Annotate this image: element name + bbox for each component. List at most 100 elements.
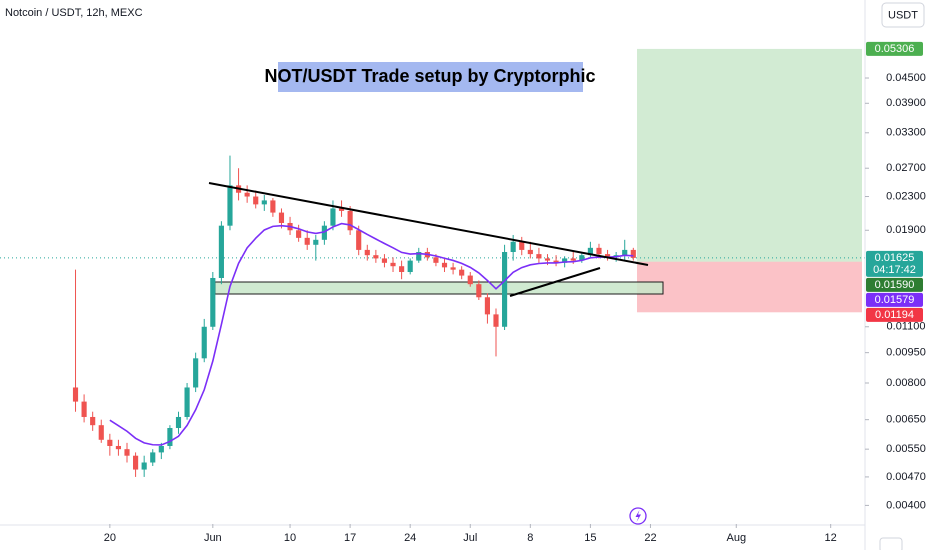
y-tick-label: 0.01900 xyxy=(886,224,926,236)
chart-title: NOT/USDT Trade setup by Cryptorphic xyxy=(264,66,595,86)
x-tick-label: 24 xyxy=(404,532,416,544)
candle-body xyxy=(150,452,156,463)
candle xyxy=(124,442,130,463)
candle-body xyxy=(253,196,259,205)
candle-body xyxy=(416,251,422,261)
candle-body xyxy=(544,258,551,261)
candle-body xyxy=(527,249,533,255)
candle xyxy=(321,221,327,245)
candle-body xyxy=(570,258,576,261)
candle-body xyxy=(81,401,87,417)
price-badge xyxy=(866,41,923,56)
stop-zone xyxy=(637,261,862,313)
candle-body xyxy=(356,230,362,250)
candle xyxy=(218,221,224,285)
candle-body xyxy=(304,237,310,245)
candle-body xyxy=(493,314,499,327)
candle xyxy=(184,383,190,420)
candle xyxy=(201,318,207,363)
candle-body xyxy=(175,416,182,429)
moving-average xyxy=(109,222,634,446)
candle-body xyxy=(115,445,121,450)
candle xyxy=(630,247,636,261)
candle xyxy=(622,239,628,261)
candle xyxy=(373,249,379,263)
y-tick-label: 0.03900 xyxy=(886,97,926,109)
candle-body xyxy=(579,255,585,261)
candle xyxy=(416,247,422,263)
countdown: 04:17:42 xyxy=(873,264,916,276)
y-tick-label: 0.00400 xyxy=(886,499,926,511)
candle xyxy=(227,155,233,231)
candle xyxy=(296,224,302,242)
price-badge-label: 0.01194 xyxy=(875,309,914,321)
candle xyxy=(390,257,396,273)
candle-body xyxy=(373,255,379,259)
candle xyxy=(141,455,147,477)
candle xyxy=(441,258,448,273)
candle xyxy=(107,433,113,456)
target-zone xyxy=(637,48,862,262)
candle-body xyxy=(210,277,216,327)
candle xyxy=(167,425,173,450)
candle xyxy=(81,394,87,423)
x-tick-label: 10 xyxy=(284,532,296,544)
candle xyxy=(261,195,267,211)
candle-body xyxy=(184,387,190,417)
y-tick-label: 0.02700 xyxy=(886,162,926,174)
price-badge xyxy=(866,277,923,292)
x-tick-label: 20 xyxy=(104,532,116,544)
candle-body xyxy=(296,230,302,238)
candle xyxy=(459,266,465,280)
x-tick-label: 17 xyxy=(344,532,356,544)
candle xyxy=(270,198,276,217)
candle-body xyxy=(604,254,611,258)
candle xyxy=(72,269,79,412)
x-tick-label: 8 xyxy=(527,532,533,544)
candle-body xyxy=(622,249,628,256)
candle-body xyxy=(321,225,327,240)
candle-body xyxy=(587,247,593,256)
x-tick-label: 12 xyxy=(825,532,837,544)
candle xyxy=(115,439,121,456)
candle xyxy=(527,241,533,259)
y-tick-label: 0.00650 xyxy=(886,414,926,426)
price-badge xyxy=(866,250,923,277)
candle-body xyxy=(107,439,113,446)
currency-button[interactable] xyxy=(881,2,925,28)
price-badge xyxy=(866,307,923,322)
candle-body xyxy=(381,258,388,263)
symbol-info: Notcoin / USDT, 12h, MEXC xyxy=(5,7,143,19)
candle-body xyxy=(441,262,448,268)
candle xyxy=(304,230,310,250)
candle-body xyxy=(193,358,199,388)
candle-body xyxy=(433,257,439,263)
candle-body xyxy=(141,462,147,470)
price-badge-label: 0.05306 xyxy=(875,43,915,55)
trend-line xyxy=(208,182,649,266)
candle xyxy=(519,236,525,256)
candle xyxy=(175,411,182,434)
candle xyxy=(364,244,370,261)
candle-body xyxy=(133,455,139,470)
price-badge-label: 0.01579 xyxy=(875,294,915,306)
candle-body xyxy=(72,387,79,402)
position-boxes xyxy=(637,48,862,313)
x-tick-label: 15 xyxy=(584,532,596,544)
candle-body xyxy=(407,260,413,273)
candle xyxy=(399,260,405,280)
x-tick-label: Jun xyxy=(204,532,222,544)
candle-body xyxy=(167,428,173,446)
y-tick-label: 0.00550 xyxy=(886,443,926,455)
candle-body xyxy=(227,185,233,226)
settings-button[interactable] xyxy=(879,537,903,553)
candle-body xyxy=(338,208,345,211)
candle xyxy=(150,449,156,466)
y-tick-label: 0.01100 xyxy=(887,321,926,333)
candle-body xyxy=(270,200,276,213)
candle xyxy=(133,452,139,477)
x-tick-label: 22 xyxy=(644,532,656,544)
candle xyxy=(407,258,413,275)
candle-body xyxy=(399,266,405,273)
candle-body xyxy=(467,275,473,285)
